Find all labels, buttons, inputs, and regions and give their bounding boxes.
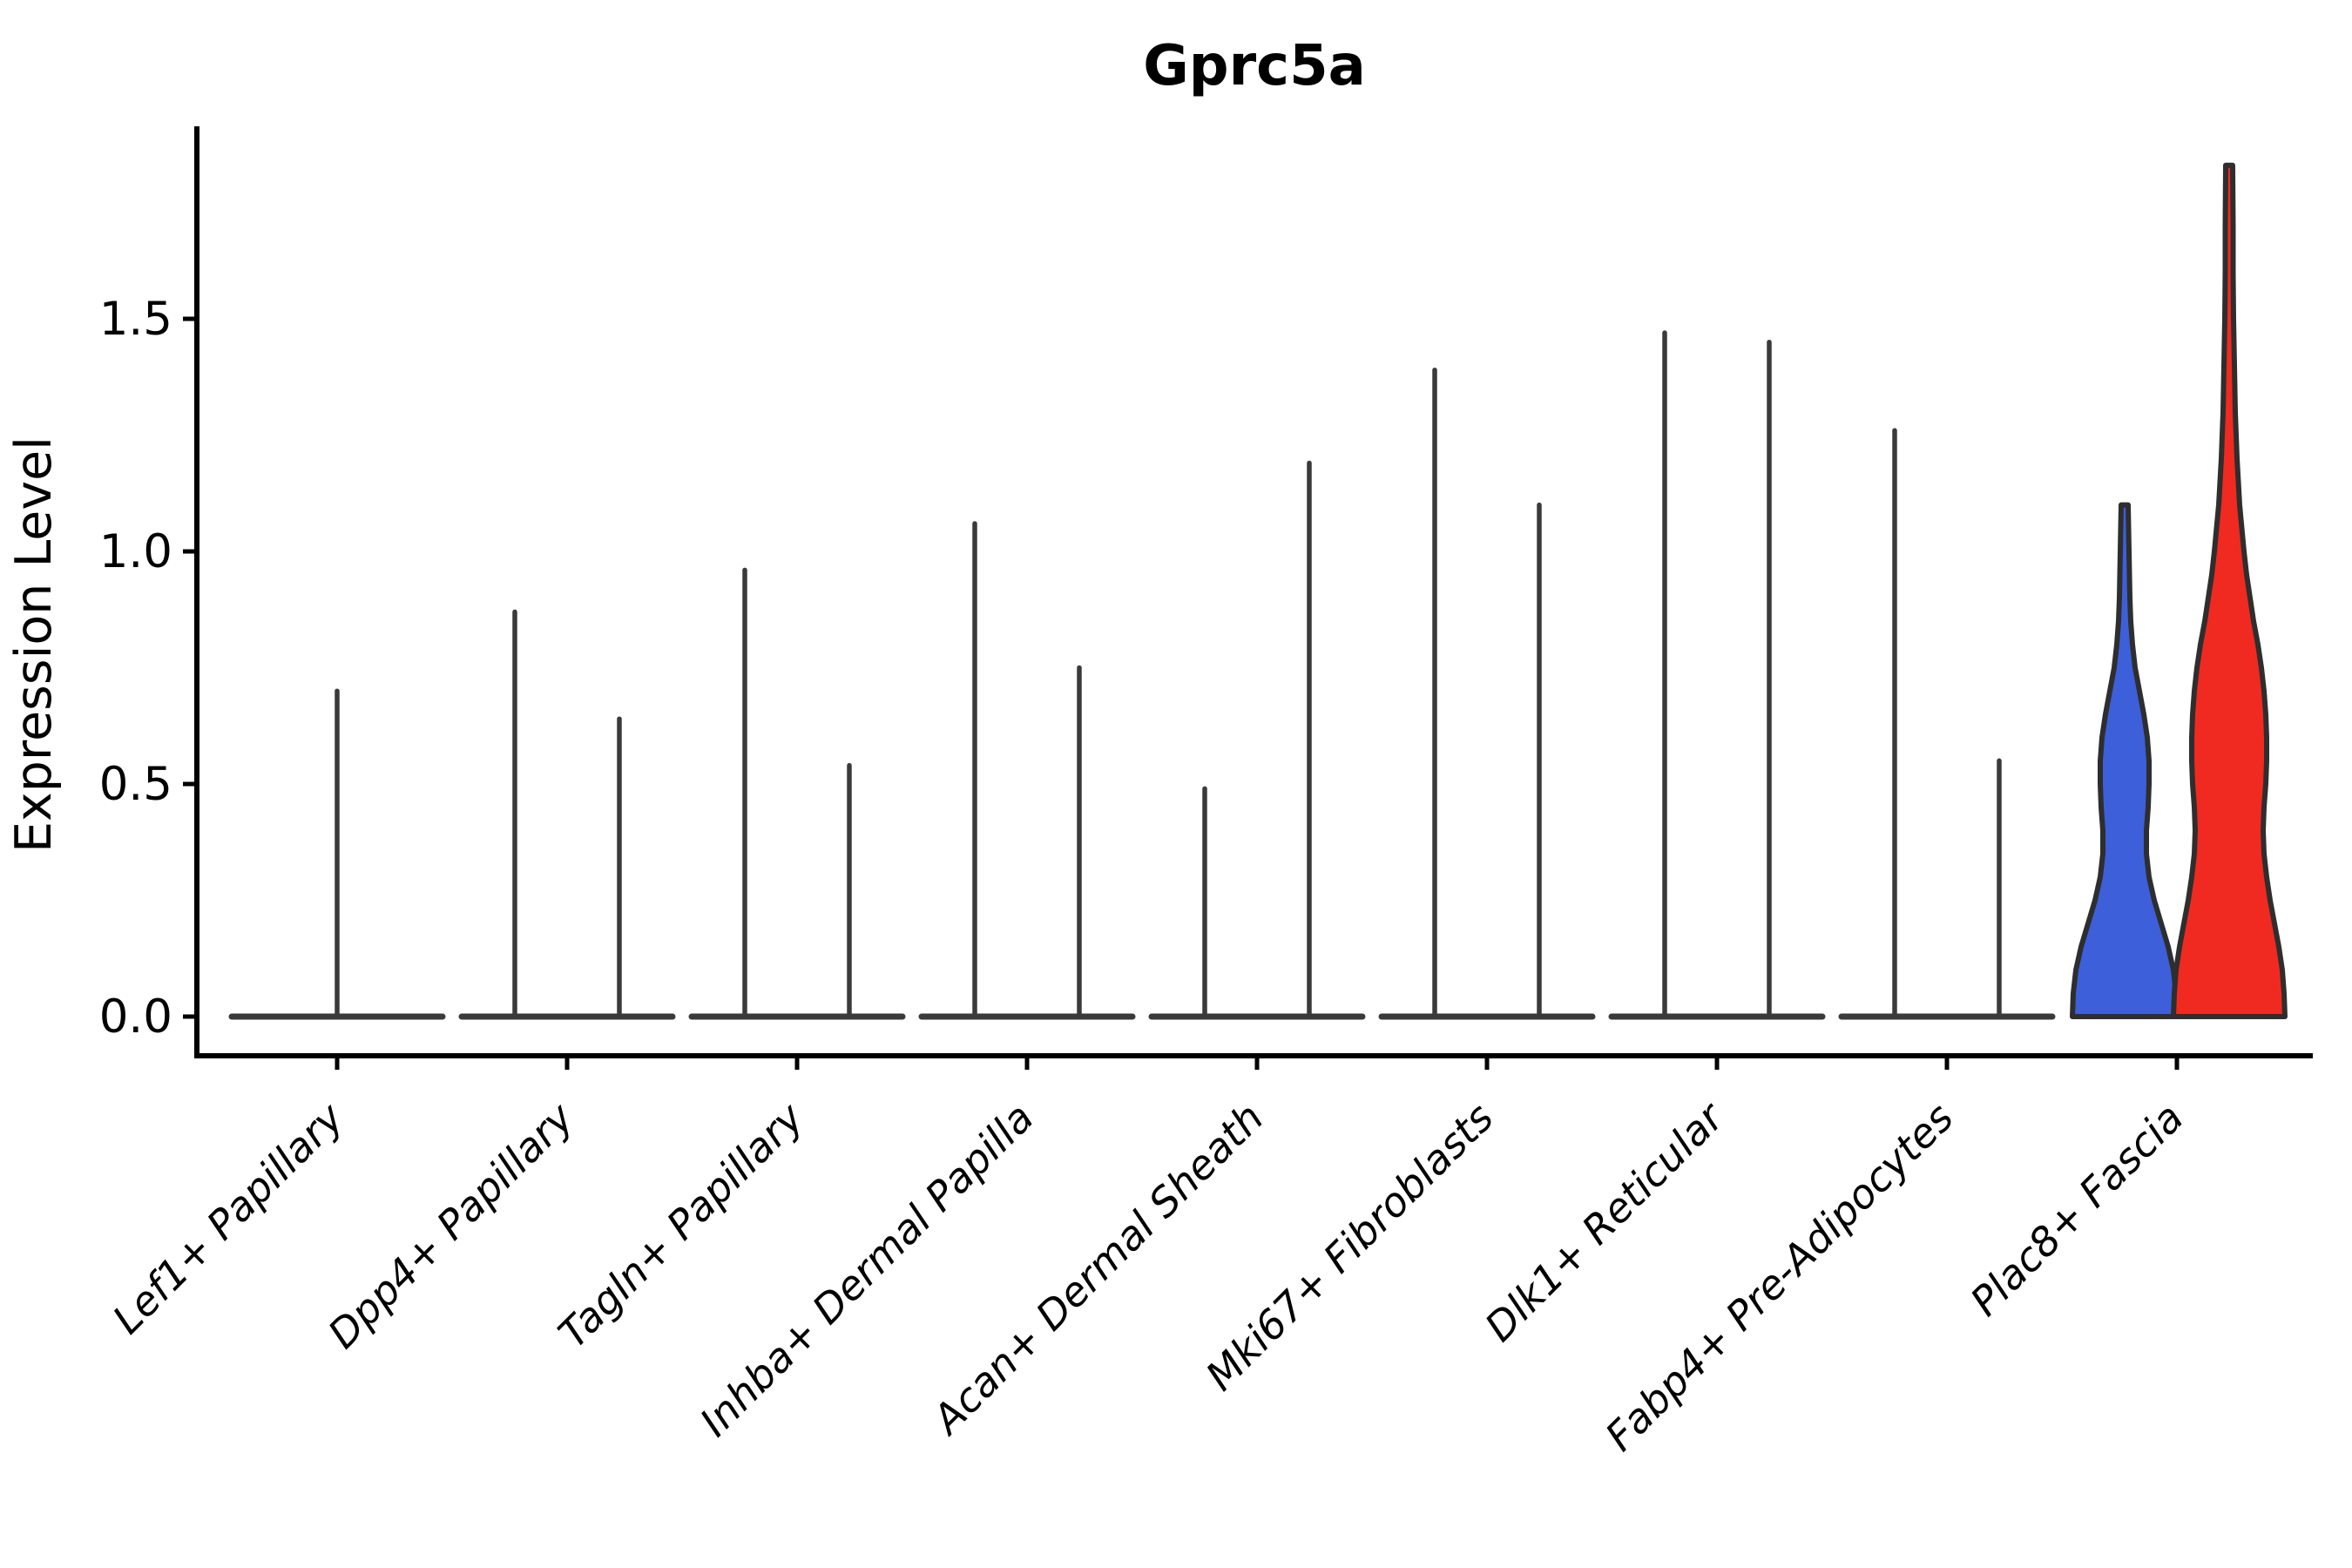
- x-tick-label: Dlk1+ Reticular: [1476, 1092, 1734, 1350]
- y-axis-label: Expression Level: [5, 436, 63, 853]
- y-tick-label: 1.0: [99, 525, 172, 578]
- x-tick-label: Dpp4+ Papillary: [319, 1093, 583, 1357]
- x-tick-label: Lef1+ Papillary: [104, 1093, 353, 1342]
- y-tick-label: 0.0: [99, 990, 172, 1044]
- violin-filled: [2070, 502, 2180, 1019]
- chart-title: Gprc5a: [1143, 34, 1366, 98]
- violin-filled: [2171, 162, 2288, 1019]
- x-tick-label: Plac8+ Fascia: [1961, 1094, 2192, 1325]
- x-tick-label: Tagln+ Papillary: [549, 1093, 813, 1357]
- y-tick-label: 0.5: [99, 758, 172, 811]
- y-tick-label: 1.5: [99, 293, 172, 346]
